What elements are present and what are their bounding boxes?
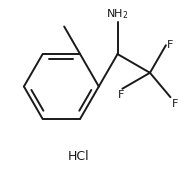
Text: F: F <box>118 90 125 100</box>
Text: HCl: HCl <box>68 150 89 163</box>
Text: NH$_2$: NH$_2$ <box>106 8 129 21</box>
Text: F: F <box>167 40 174 50</box>
Text: F: F <box>172 99 178 108</box>
